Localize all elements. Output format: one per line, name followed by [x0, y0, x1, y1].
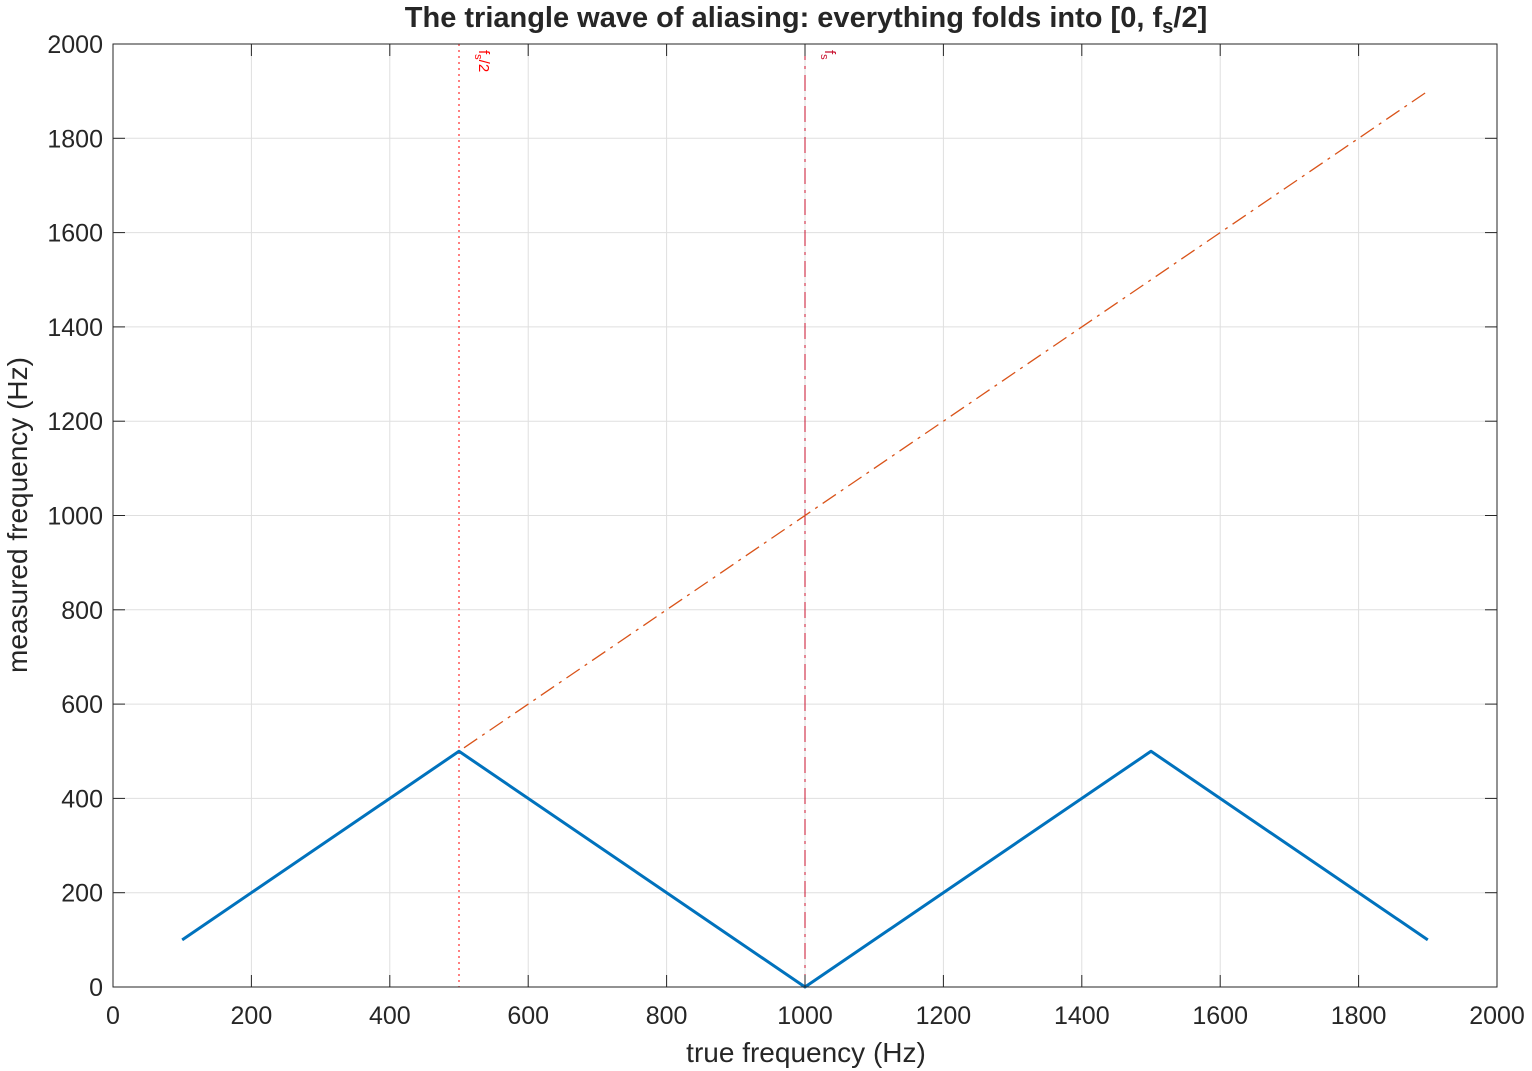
- reference-line-labels: fs/2 fs: [472, 50, 838, 72]
- x-tick-labels: 0 200 400 600 800 1000 1200 1400 1600 1800 2000: [106, 1002, 1525, 1030]
- x-tick-label: 1000: [777, 1002, 833, 1030]
- y-tick-labels: 0 200 400 600 800 1000 1200 1400 1600 1800 2000: [47, 31, 103, 1002]
- x-tick-label: 800: [646, 1002, 688, 1030]
- x-tick-label: 1200: [916, 1002, 972, 1030]
- y-tick-label: 1600: [47, 220, 103, 248]
- x-axis-label: true frequency (Hz): [686, 1037, 926, 1068]
- y-tick-label: 600: [61, 691, 103, 719]
- y-tick-label: 2000: [47, 31, 103, 59]
- y-tick-label: 200: [61, 880, 103, 908]
- x-tick-label: 1400: [1054, 1002, 1110, 1030]
- y-tick-label: 1000: [47, 503, 103, 531]
- y-tick-label: 400: [61, 785, 103, 813]
- y-tick-label: 1400: [47, 314, 103, 342]
- x-tick-label: 400: [369, 1002, 411, 1030]
- x-tick-label: 200: [231, 1002, 273, 1030]
- reference-line-label: fs: [818, 50, 838, 60]
- y-tick-label: 1200: [47, 408, 103, 436]
- y-tick-label: 1800: [47, 125, 103, 153]
- x-tick-label: 1600: [1192, 1002, 1248, 1030]
- reference-line-label: fs/2: [472, 50, 492, 72]
- x-tick-label: 600: [507, 1002, 549, 1030]
- y-tick-label: 0: [89, 974, 103, 1002]
- x-tick-label: 2000: [1469, 1002, 1525, 1030]
- x-tick-label: 1800: [1331, 1002, 1387, 1030]
- x-tick-label: 0: [106, 1002, 120, 1030]
- chart-title: The triangle wave of aliasing: everythin…: [405, 2, 1207, 38]
- y-axis-label: measured frequency (Hz): [2, 357, 33, 673]
- axis-ticks: [112, 43, 1498, 988]
- y-tick-label: 800: [61, 597, 103, 625]
